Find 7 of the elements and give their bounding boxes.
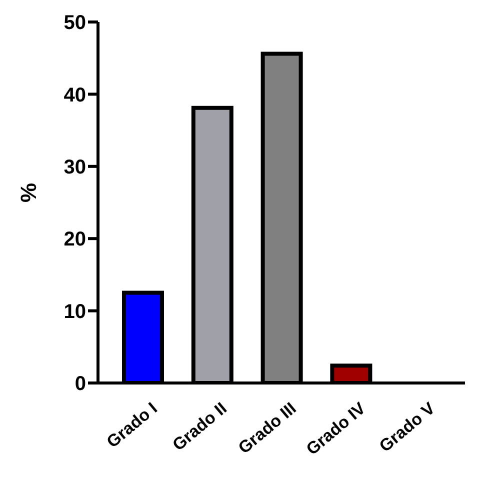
y-tick-label: 50 <box>64 12 86 34</box>
y-tick-label: 0 <box>74 373 86 396</box>
y-tick-label: 40 <box>64 84 86 106</box>
y-tick-label: 20 <box>64 228 86 251</box>
y-tick-label: 30 <box>64 156 86 178</box>
y-axis-title: % <box>16 182 41 202</box>
y-tick-label: 10 <box>64 300 86 323</box>
